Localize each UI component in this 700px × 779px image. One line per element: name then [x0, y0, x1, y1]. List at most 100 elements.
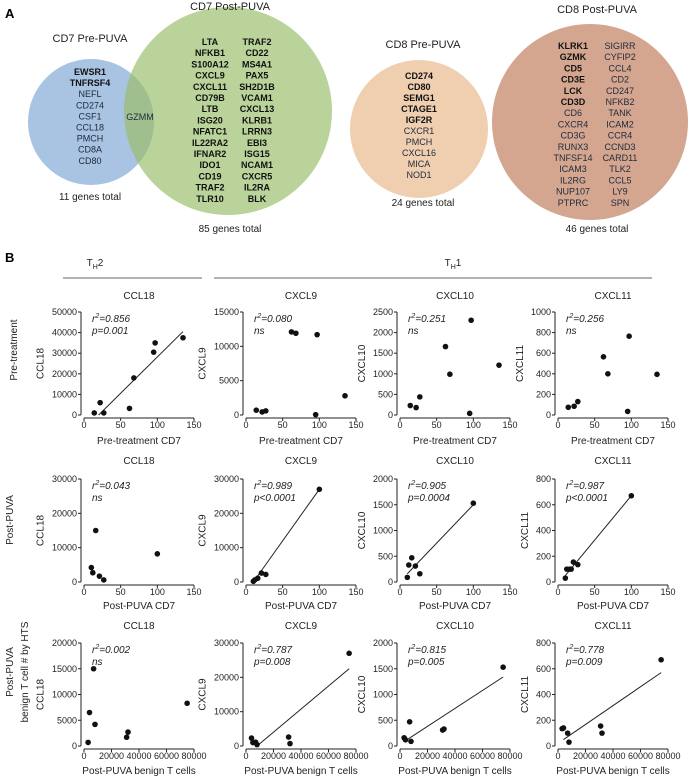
- y-tick-label: 400: [536, 690, 551, 700]
- y-tick-label: 10000: [52, 690, 77, 700]
- r-squared-exponent: 2: [568, 644, 573, 651]
- data-point: [468, 317, 474, 324]
- y-axis-label: CXCL9: [198, 678, 209, 711]
- x-tick-label: 150: [348, 587, 363, 597]
- x-tick-label: 80000: [497, 751, 522, 761]
- x-tick-label: 100: [466, 420, 481, 430]
- data-point: [408, 554, 415, 561]
- gene-label: TRAF2: [196, 183, 225, 193]
- gene-label: CCL4: [608, 63, 631, 73]
- x-tick-label: 40000: [126, 751, 151, 761]
- data-point: [125, 729, 131, 735]
- y-tick-label: 20000: [52, 638, 77, 648]
- y-tick-label: 15000: [214, 307, 239, 317]
- x-axis-label: Pre-treatment CD7: [97, 436, 181, 447]
- scatter-panel: CXCL11 0 200 400 600 800 0 50 100 150 Post-PUVA CD…: [520, 456, 675, 612]
- data-point: [658, 656, 664, 663]
- venn-circle: [124, 7, 332, 215]
- gene-label: EBI3: [247, 138, 267, 148]
- gene-label: NFKB1: [195, 48, 225, 58]
- data-point: [287, 740, 293, 747]
- r-squared-label: r2=0.787: [254, 644, 293, 656]
- gene-label: IL2RG: [560, 175, 586, 185]
- gene-label: VCAM1: [241, 93, 273, 103]
- x-tick-label: 50: [590, 420, 600, 430]
- panel-b-label: B: [5, 250, 14, 265]
- y-axis-label: CXCL11: [515, 345, 526, 382]
- plot-title: CXCL11: [594, 291, 631, 302]
- data-point: [258, 570, 265, 576]
- gene-label: CYFIP2: [604, 52, 636, 62]
- r-squared-value: =0.989: [261, 481, 292, 492]
- venn-set: CD7 Pre-PUVA 11 genes total EWSR1TNFRSF4NE…: [53, 33, 129, 203]
- r-symbol: r: [92, 314, 96, 325]
- p-value-label: p=0.009: [565, 657, 603, 668]
- gene-label: CCL18: [76, 123, 104, 133]
- gene-label: PAX5: [246, 71, 269, 81]
- gene-label: CD247: [606, 86, 634, 96]
- gene-label: CD3E: [561, 75, 585, 85]
- x-tick-label: 0: [397, 587, 402, 597]
- data-point: [413, 404, 419, 411]
- p-value-label: p=0.0004: [407, 493, 450, 504]
- data-point: [101, 410, 107, 416]
- panel-a-label: A: [5, 6, 15, 21]
- venn-title: CD8 Pre-PUVA: [386, 39, 462, 51]
- data-point: [599, 730, 605, 736]
- r-squared-label: r2=0.002: [92, 644, 131, 656]
- y-tick-label: 0: [72, 410, 77, 420]
- group-header-th1: TH1: [214, 258, 652, 279]
- data-point: [600, 354, 607, 360]
- x-tick-label: 50: [590, 587, 600, 597]
- gene-label: CD2: [611, 75, 629, 85]
- r-squared-label: r2=0.778: [566, 644, 605, 656]
- r-squared-value: =0.905: [415, 481, 446, 492]
- p-value-label: ns: [254, 326, 265, 337]
- data-point: [412, 563, 419, 569]
- r-symbol: r: [566, 481, 570, 492]
- r-squared-exponent: 2: [94, 644, 99, 651]
- gene-label: TLR10: [196, 194, 224, 204]
- x-axis-label: Post-PUVA CD7: [103, 601, 175, 612]
- x-tick-label: 80000: [655, 751, 680, 761]
- gene-label: ICAM2: [606, 119, 634, 129]
- data-point: [263, 571, 269, 578]
- r-squared-exponent: 2: [256, 480, 261, 487]
- gene-label: SEMG1: [403, 93, 435, 103]
- plot-title: CCL18: [123, 621, 155, 632]
- data-point: [180, 334, 186, 341]
- y-tick-label: 0: [234, 741, 239, 751]
- gene-label: KLRK1: [558, 41, 588, 51]
- y-tick-label: 2000: [373, 474, 393, 484]
- gene-label: CARD11: [603, 153, 638, 163]
- y-tick-label: 1500: [373, 664, 393, 674]
- r-squared-value: =0.987: [573, 481, 604, 492]
- gene-label: CD6: [564, 108, 582, 118]
- y-tick-label: 500: [378, 715, 393, 725]
- r-symbol: r: [566, 314, 570, 325]
- r-symbol: r: [566, 645, 570, 656]
- x-axis-label: Pre-treatment CD7: [413, 436, 497, 447]
- gene-label: ICAM3: [559, 164, 587, 174]
- r-squared-exponent: 2: [568, 480, 573, 487]
- r-squared-label: r2=0.080: [254, 313, 293, 325]
- gene-label: CXCL11: [193, 82, 227, 92]
- venn-circles: [28, 7, 688, 220]
- y-tick-label: 10000: [214, 707, 239, 717]
- r-squared-label: r2=0.989: [254, 480, 293, 492]
- gene-label: GZMK: [560, 52, 587, 62]
- venn-total: 24 genes total: [392, 198, 455, 209]
- x-tick-label: 50: [116, 587, 126, 597]
- y-tick-label: 30000: [52, 474, 77, 484]
- group-th2-suffix: 2: [98, 258, 104, 269]
- x-tick-label: 100: [150, 587, 165, 597]
- data-point: [407, 402, 414, 409]
- data-point: [152, 340, 158, 346]
- y-tick-label: 20000: [52, 508, 77, 518]
- x-axis-label: Post-PUVA benign T cells: [82, 766, 195, 777]
- venn-circle: [28, 59, 154, 185]
- x-tick-label: 50: [278, 587, 288, 597]
- group-th2-main: T: [87, 258, 93, 269]
- scatter-panel: CCL18 0 10000 20000 30000 40000 50000 0 50 100 150…: [36, 291, 202, 447]
- plot-title: CXCL9: [285, 456, 318, 467]
